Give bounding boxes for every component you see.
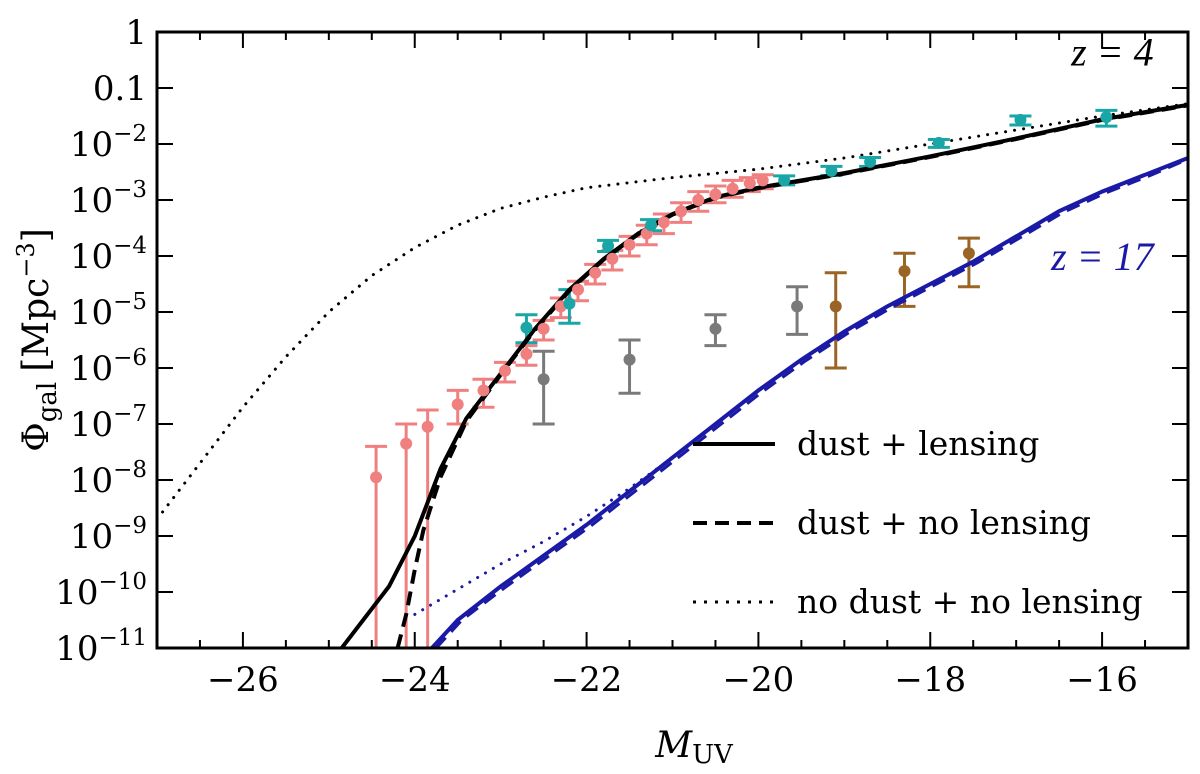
- data-point-cyan-27: [864, 155, 877, 168]
- y-tick-label: 10−9: [70, 513, 147, 557]
- data-point-gray-33: [709, 322, 722, 335]
- data-point-cyan-24: [645, 219, 658, 232]
- series-line-4: [435, 157, 1188, 648]
- data-point-brown-37: [962, 247, 975, 260]
- x-tick-label: −26: [207, 660, 279, 700]
- data-point-red-2: [421, 420, 434, 433]
- x-tick-label: −20: [723, 660, 795, 700]
- data-point-red-19: [743, 177, 756, 190]
- redshift-annotation-0: z = 4: [1070, 30, 1154, 75]
- y-tick-label: 10−2: [70, 121, 147, 165]
- tick-layer: [156, 31, 1189, 649]
- data-point-red-7: [537, 322, 550, 335]
- data-point-cyan-23: [602, 239, 615, 252]
- data-point-red-9: [571, 283, 584, 296]
- data-point-brown-35: [829, 300, 842, 313]
- data-point-red-0: [370, 471, 383, 484]
- annotation-layer: z = 4 z = 17: [1050, 30, 1156, 279]
- legend: dust + lensing dust + no lensing no dust…: [693, 424, 1143, 621]
- data-point-brown-36: [898, 265, 911, 278]
- curve-layer: [340, 102, 1188, 648]
- data-point-red-15: [675, 205, 688, 218]
- y-axis-label-units-exp: −3: [12, 242, 40, 277]
- data-point-red-3: [451, 398, 464, 411]
- series-layer: [157, 102, 1188, 616]
- y-tick-label: 1: [125, 13, 147, 53]
- tick-label-layer: −26 −24 −22 −20 −18 −16 1 0.1 10−2 10−3 10−4 10−5 10…: [55, 13, 1138, 700]
- data-point-red-1: [400, 437, 413, 450]
- y-tick-label: 0.1: [93, 69, 147, 109]
- data-point-red-12: [623, 238, 636, 251]
- data-point-red-18: [726, 182, 739, 195]
- data-point-red-11: [606, 252, 619, 265]
- data-point-red-20: [756, 174, 769, 187]
- data-point-cyan-28: [932, 136, 945, 149]
- legend-label: dust + no lensing: [797, 503, 1091, 542]
- data-point-cyan-22: [563, 297, 576, 310]
- data-point-red-10: [589, 266, 602, 279]
- y-axis-label-units-close: ]: [16, 228, 57, 242]
- series-line-3: [430, 156, 1188, 648]
- x-axis-label-sub: UV: [692, 740, 734, 770]
- series-line-5: [413, 422, 717, 616]
- y-axis-label-units: [Mpc: [16, 278, 57, 372]
- data-point-red-16: [692, 194, 705, 206]
- y-axis-label-sub: gal: [33, 382, 63, 422]
- data-point-cyan-21: [520, 321, 533, 334]
- data-point-cyan-30: [1100, 111, 1113, 124]
- y-axis-label: Φgal[Mpc−3]: [12, 228, 63, 452]
- x-tick-label: −16: [1066, 660, 1138, 700]
- y-tick-label: 10−11: [55, 625, 147, 669]
- data-point-gray-32: [623, 353, 636, 366]
- x-tick-label: −24: [379, 660, 451, 700]
- data-point-red-4: [477, 384, 490, 397]
- legend-label: no dust + no lensing: [797, 582, 1143, 621]
- x-tick-label: −18: [894, 660, 966, 700]
- y-tick-label: 10−5: [70, 289, 147, 333]
- y-tick-label: 10−3: [70, 177, 147, 221]
- x-tick-label: −22: [551, 660, 623, 700]
- data-point-cyan-29: [1014, 113, 1027, 126]
- x-axis-label: MUV: [654, 725, 734, 770]
- data-point-gray-34: [791, 300, 804, 313]
- series-line-1: [395, 103, 1188, 648]
- data-point-gray-31: [537, 373, 550, 386]
- data-point-red-14: [657, 216, 670, 229]
- y-tick-label: 10−10: [55, 569, 147, 613]
- point-layer: [370, 111, 1113, 484]
- plot-frame: [155, 30, 1190, 650]
- data-point-cyan-25: [778, 174, 791, 187]
- y-tick-label: 10−7: [70, 401, 147, 445]
- y-tick-label: 10−8: [70, 457, 147, 501]
- data-point-red-6: [520, 348, 533, 360]
- data-point-red-5: [498, 364, 511, 377]
- y-tick-label: 10−6: [70, 345, 147, 389]
- y-tick-label: 10−4: [70, 233, 147, 277]
- legend-label: dust + lensing: [797, 424, 1039, 463]
- data-point-cyan-26: [825, 164, 838, 177]
- redshift-annotation-1: z = 17: [1050, 234, 1156, 279]
- data-point-red-17: [709, 188, 722, 201]
